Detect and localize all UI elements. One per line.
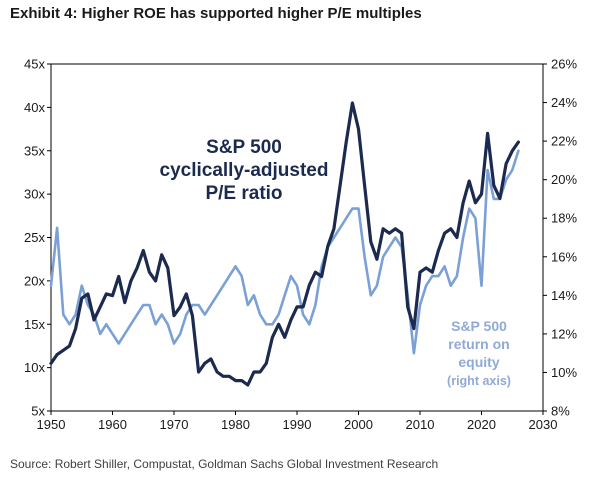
x-tick-label: 1960 xyxy=(98,417,127,432)
y-right-tick-label: 10% xyxy=(551,365,577,380)
x-tick-label: 1950 xyxy=(37,417,66,432)
y-left-tick-label: 40x xyxy=(24,100,45,115)
series-layer xyxy=(49,101,521,387)
y-right-tick-label: 16% xyxy=(551,249,577,264)
y-right-tick-label: 24% xyxy=(551,95,577,110)
roe-label-line-4: (right axis) xyxy=(447,374,511,388)
y-right-tick-label: 18% xyxy=(551,211,577,226)
y-right-tick-label: 14% xyxy=(551,288,577,303)
y-left-tick-label: 20x xyxy=(24,273,45,288)
y-left-tick-label: 30x xyxy=(24,187,45,202)
x-tick-label: 2000 xyxy=(344,417,373,432)
y-axis-left: 5x 10x 15x 20x 25x 30x 35x 40x 45x xyxy=(24,57,51,419)
x-tick-label: 2020 xyxy=(467,417,496,432)
y-axis-right: 8% 10% 12% 14% 16% 18% 20% 22% 24% 26% xyxy=(543,57,577,419)
x-tick-label: 1970 xyxy=(160,417,189,432)
chart-title: Exhibit 4: Higher ROE has supported high… xyxy=(10,5,422,22)
pe-label-line-3: P/E ratio xyxy=(205,183,282,204)
pe-series-line xyxy=(49,101,521,387)
x-axis: 1950 1960 1970 1980 1990 2000 2010 2020 2030 xyxy=(37,411,558,432)
pe-label-line-1: S&P 500 xyxy=(206,137,282,158)
roe-label-line-3: equity xyxy=(458,354,499,370)
source-note: Source: Robert Shiller, Compustat, Goldm… xyxy=(10,457,439,471)
x-tick-label: 2010 xyxy=(406,417,435,432)
roe-series-line xyxy=(49,149,520,355)
x-tick-label: 1980 xyxy=(221,417,250,432)
y-right-tick-label: 8% xyxy=(551,404,570,419)
y-left-tick-label: 45x xyxy=(24,57,45,72)
roe-annotation: S&P 500 return on equity (right axis) xyxy=(447,318,511,388)
roe-label-line-2: return on xyxy=(448,336,509,352)
pe-annotation: S&P 500 cyclically-adjusted P/E ratio xyxy=(160,137,329,204)
x-tick-label: 2030 xyxy=(529,417,558,432)
pe-label-line-2: cyclically-adjusted xyxy=(160,160,329,181)
x-tick-label: 1990 xyxy=(283,417,312,432)
y-left-tick-label: 15x xyxy=(24,317,45,332)
y-left-tick-label: 35x xyxy=(24,143,45,158)
y-left-tick-label: 25x xyxy=(24,230,45,245)
y-right-tick-label: 20% xyxy=(551,172,577,187)
y-right-tick-label: 22% xyxy=(551,134,577,149)
y-right-tick-label: 26% xyxy=(551,57,577,72)
y-right-tick-label: 12% xyxy=(551,326,577,341)
y-left-tick-label: 10x xyxy=(24,360,45,375)
roe-label-line-1: S&P 500 xyxy=(451,318,507,334)
y-left-tick-label: 5x xyxy=(31,404,45,419)
